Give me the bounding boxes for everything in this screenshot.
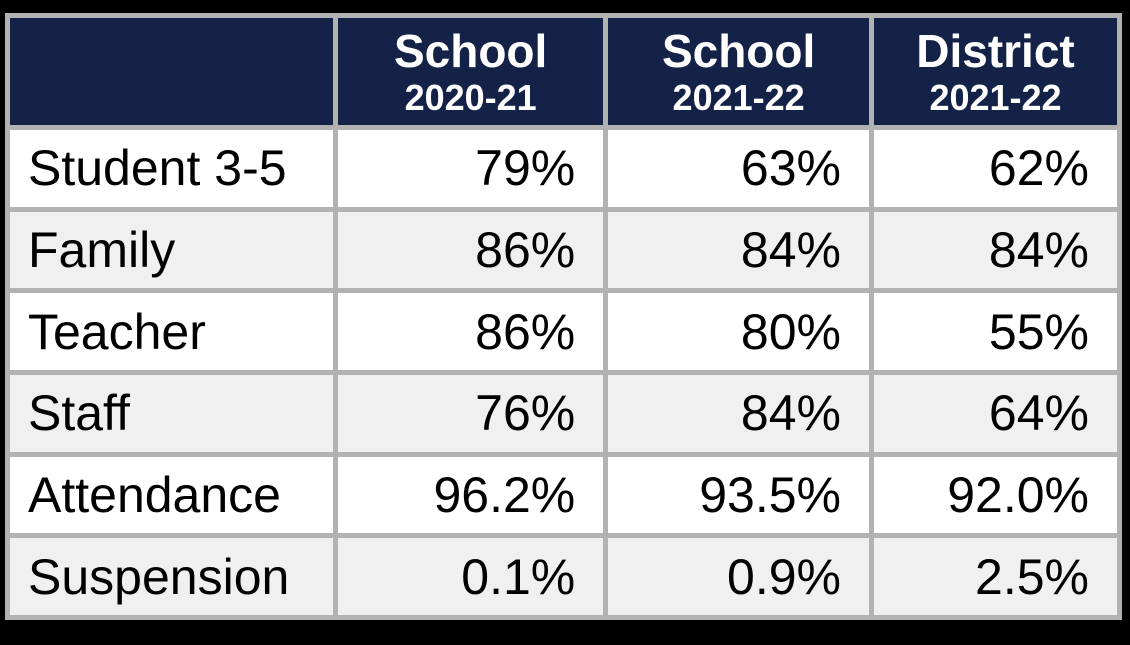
cell-value: 64% [869,369,1122,457]
corner-header-cell [4,13,339,130]
table-row-teacher: Teacher 86% 80% 55% [4,288,1122,375]
row-label: Staff [4,369,339,457]
column-subtitle: 2021-22 [672,77,805,119]
cell-value: 86% [333,288,609,375]
cell-value: 2.5% [869,533,1122,620]
table-row-family: Family 86% 84% 84% [4,206,1122,294]
cell-value: 80% [603,288,874,375]
row-label: Student 3-5 [4,125,339,212]
cell-value: 0.9% [603,533,874,620]
column-title: District [916,25,1075,78]
row-label: Suspension [4,533,339,620]
table-row-student-3-5: Student 3-5 79% 63% 62% [4,125,1122,212]
survey-results-table: School 2020-21 School 2021-22 District 2… [4,13,1122,620]
column-subtitle: 2020-21 [404,77,537,119]
column-title: School [393,25,548,78]
cell-value: 0.1% [333,533,609,620]
table-body: Student 3-5 79% 63% 62% Family 86% 84% 8… [4,125,1122,620]
table-header: School 2020-21 School 2021-22 District 2… [4,13,1122,130]
cell-value: 92.0% [869,451,1122,539]
column-title: School [661,25,816,78]
cell-value: 84% [869,206,1122,294]
table-row-suspension: Suspension 0.1% 0.9% 2.5% [4,533,1122,620]
column-subtitle: 2021-22 [929,77,1062,119]
column-header-school-2020-21: School 2020-21 [333,13,609,130]
table-frame: School 2020-21 School 2021-22 District 2… [4,13,1122,620]
table-row-attendance: Attendance 96.2% 93.5% 92.0% [4,451,1122,539]
cell-value: 84% [603,206,874,294]
cell-value: 63% [603,125,874,212]
table-row-staff: Staff 76% 84% 64% [4,369,1122,457]
column-header-school-2021-22: School 2021-22 [603,13,874,130]
cell-value: 93.5% [603,451,874,539]
cell-value: 76% [333,369,609,457]
row-label: Teacher [4,288,339,375]
cell-value: 79% [333,125,609,212]
cell-value: 86% [333,206,609,294]
header-row: School 2020-21 School 2021-22 District 2… [4,13,1122,130]
cell-value: 62% [869,125,1122,212]
cell-value: 55% [869,288,1122,375]
column-header-district-2021-22: District 2021-22 [869,13,1122,130]
cell-value: 84% [603,369,874,457]
cell-value: 96.2% [333,451,609,539]
row-label: Family [4,206,339,294]
row-label: Attendance [4,451,339,539]
